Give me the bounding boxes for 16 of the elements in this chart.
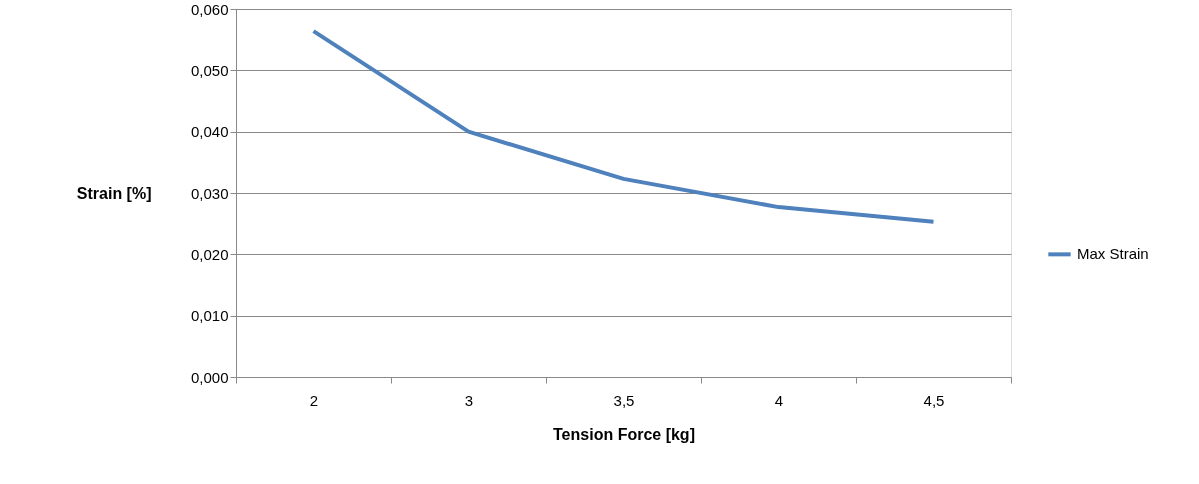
y-tick-label: 0,010 (190, 307, 229, 325)
y-tick-label: 0,050 (190, 61, 229, 79)
line-series (311, 29, 936, 224)
x-tick-label: 4,5 (923, 391, 945, 409)
x-tick-label: 3,5 (613, 391, 635, 409)
x-tick-label: 3 (464, 391, 474, 409)
x-axis-title: Tension Force [kg] (553, 425, 695, 443)
y-tick-label: 0,020 (190, 245, 229, 263)
y-tick-label: 0,060 (190, 0, 229, 18)
y-tick-label: 0,000 (190, 368, 229, 386)
legend-label: Max Strain (1077, 245, 1149, 263)
y-axis-title: Strain [%] (76, 184, 152, 202)
y-tick-label: 0,040 (190, 123, 229, 141)
y-tick-label: 0,030 (190, 184, 229, 202)
x-tick-label: 4 (774, 391, 784, 409)
x-tick-label: 2 (309, 391, 319, 409)
